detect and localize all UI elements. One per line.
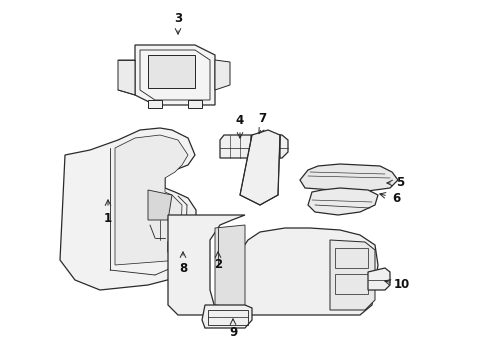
Polygon shape bbox=[220, 135, 288, 158]
Polygon shape bbox=[300, 164, 398, 192]
Text: 3: 3 bbox=[174, 12, 182, 24]
Polygon shape bbox=[330, 240, 375, 310]
Polygon shape bbox=[215, 225, 245, 308]
Polygon shape bbox=[148, 190, 172, 220]
Polygon shape bbox=[168, 238, 195, 252]
Text: 5: 5 bbox=[396, 176, 404, 189]
Polygon shape bbox=[168, 215, 378, 315]
Polygon shape bbox=[308, 188, 378, 215]
Text: 2: 2 bbox=[214, 258, 222, 271]
Polygon shape bbox=[135, 45, 215, 105]
Text: 8: 8 bbox=[179, 261, 187, 274]
Polygon shape bbox=[188, 100, 202, 108]
Text: 4: 4 bbox=[236, 113, 244, 126]
Text: 10: 10 bbox=[394, 279, 410, 292]
Polygon shape bbox=[215, 60, 230, 90]
Polygon shape bbox=[148, 100, 162, 108]
Polygon shape bbox=[240, 130, 280, 205]
Text: 1: 1 bbox=[104, 211, 112, 225]
Text: 6: 6 bbox=[392, 192, 400, 204]
Polygon shape bbox=[115, 135, 188, 265]
Polygon shape bbox=[368, 268, 390, 290]
Polygon shape bbox=[148, 55, 195, 88]
Text: 9: 9 bbox=[229, 327, 237, 339]
Polygon shape bbox=[202, 305, 252, 328]
Polygon shape bbox=[118, 60, 135, 95]
Text: 7: 7 bbox=[258, 112, 266, 125]
Polygon shape bbox=[60, 128, 196, 290]
